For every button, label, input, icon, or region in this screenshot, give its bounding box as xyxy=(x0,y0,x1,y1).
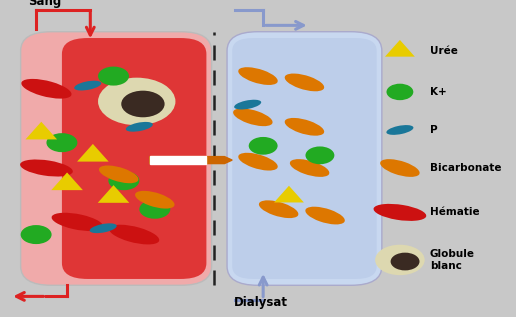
Polygon shape xyxy=(77,144,109,162)
Text: Sang: Sang xyxy=(28,0,61,8)
Text: Dialysat: Dialysat xyxy=(234,296,287,309)
Ellipse shape xyxy=(233,108,272,126)
Ellipse shape xyxy=(20,159,73,177)
Circle shape xyxy=(391,253,420,270)
Polygon shape xyxy=(98,185,130,203)
Circle shape xyxy=(98,78,175,125)
Ellipse shape xyxy=(285,74,324,91)
Ellipse shape xyxy=(290,159,329,177)
Circle shape xyxy=(21,225,52,244)
Circle shape xyxy=(108,171,139,190)
Ellipse shape xyxy=(285,118,324,136)
Ellipse shape xyxy=(259,200,298,218)
Ellipse shape xyxy=(99,165,138,183)
FancyArrow shape xyxy=(150,157,232,164)
Circle shape xyxy=(375,245,425,275)
Ellipse shape xyxy=(90,223,117,233)
Text: Globule
blanc: Globule blanc xyxy=(430,249,475,271)
Circle shape xyxy=(249,137,278,155)
FancyBboxPatch shape xyxy=(227,32,382,285)
Ellipse shape xyxy=(234,100,261,109)
Circle shape xyxy=(386,84,413,100)
Ellipse shape xyxy=(109,225,159,244)
Text: Bicarbonate: Bicarbonate xyxy=(430,163,502,173)
Polygon shape xyxy=(51,172,83,190)
Ellipse shape xyxy=(135,191,174,209)
FancyArrow shape xyxy=(150,156,206,164)
Ellipse shape xyxy=(74,81,101,90)
Circle shape xyxy=(305,146,334,164)
FancyBboxPatch shape xyxy=(62,38,206,279)
Ellipse shape xyxy=(374,204,426,221)
Circle shape xyxy=(98,67,129,86)
Ellipse shape xyxy=(238,153,278,171)
Text: P: P xyxy=(430,125,438,135)
FancyBboxPatch shape xyxy=(21,32,212,285)
FancyBboxPatch shape xyxy=(232,38,377,279)
Ellipse shape xyxy=(386,125,413,135)
Circle shape xyxy=(121,91,165,117)
Polygon shape xyxy=(25,122,57,139)
Circle shape xyxy=(139,200,170,219)
Ellipse shape xyxy=(126,122,153,132)
Ellipse shape xyxy=(21,79,72,99)
Ellipse shape xyxy=(305,207,345,224)
Ellipse shape xyxy=(380,159,420,177)
Circle shape xyxy=(46,133,77,152)
Ellipse shape xyxy=(52,213,103,231)
Text: Urée: Urée xyxy=(430,46,458,56)
Text: K+: K+ xyxy=(430,87,446,97)
Text: Hématie: Hématie xyxy=(430,207,479,217)
Ellipse shape xyxy=(238,67,278,85)
Polygon shape xyxy=(385,40,415,57)
Polygon shape xyxy=(274,186,304,203)
